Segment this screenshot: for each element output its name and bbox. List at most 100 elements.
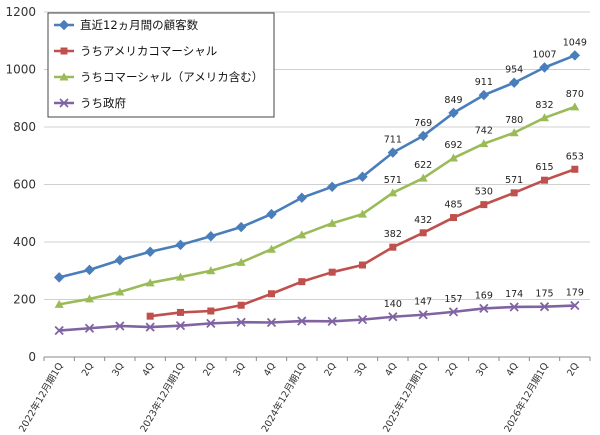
data-point: [115, 287, 125, 296]
data-point: [59, 98, 69, 108]
y-tick-label: 0: [28, 350, 36, 364]
data-point-stroke: [357, 314, 368, 325]
data-point: [418, 173, 428, 182]
data-point: [478, 89, 490, 101]
data-point: [84, 264, 95, 276]
data-point: [54, 325, 64, 336]
data-point: [357, 314, 368, 325]
data-point: [540, 113, 549, 122]
data-point: [266, 208, 277, 220]
data-point: [207, 307, 215, 315]
data-point: [450, 214, 457, 222]
data-point-stroke: [509, 302, 519, 312]
data-label: 571: [384, 175, 402, 186]
y-axis: 0 200 400 600 800 1000 1200: [5, 5, 36, 364]
data-point: [115, 321, 125, 331]
legend-item: うちコマーシャル（アメリカ含む）: [54, 70, 263, 84]
data-point: [509, 302, 519, 312]
data-point: [114, 254, 126, 266]
data-label: 432: [414, 215, 432, 226]
data-point-stroke: [84, 323, 95, 333]
data-point: [206, 266, 216, 275]
data-labels: 711 769 849 911 954 1007 1049 382 432 485 530 571 61…: [384, 37, 587, 309]
data-point: [326, 181, 338, 193]
data-point-stroke: [175, 321, 186, 331]
data-point: [298, 278, 306, 286]
x-tick-label: 3Q: [474, 361, 490, 378]
data-point: [268, 290, 275, 298]
legend-label: 直近12ヵ月間の顧客数: [80, 18, 199, 32]
data-point: [358, 209, 367, 218]
legend-item: うち政府: [54, 96, 126, 110]
data-point: [449, 153, 458, 162]
legend-label: うちコマーシャル（アメリカ含む）: [80, 70, 263, 84]
data-point: [266, 317, 277, 328]
data-point-stroke: [145, 322, 155, 332]
data-label: 692: [444, 140, 462, 151]
data-point: [357, 171, 368, 182]
data-label: 1007: [532, 49, 556, 60]
data-point: [417, 130, 429, 142]
data-point-stroke: [448, 307, 459, 317]
data-point: [297, 316, 307, 326]
data-point: [235, 221, 247, 233]
x-tick-label: 4Q: [140, 361, 156, 378]
data-point: [84, 323, 95, 333]
data-label: 530: [475, 187, 493, 198]
x-tick-label: 4Q: [262, 361, 278, 378]
data-point: [145, 278, 155, 287]
data-point-stroke: [570, 300, 580, 311]
data-point: [359, 261, 366, 269]
data-label: 954: [505, 65, 523, 76]
data-point: [539, 302, 550, 312]
data-point: [327, 218, 337, 227]
data-label: 147: [414, 297, 432, 308]
y-tick-label: 400: [13, 235, 36, 249]
y-tick-label: 1000: [5, 63, 36, 77]
legend-label: うちアメリカコマーシャル: [80, 44, 217, 58]
data-point: [296, 192, 308, 203]
data-point: [480, 201, 488, 209]
data-point: [419, 229, 427, 237]
series-group: [53, 50, 581, 336]
data-label: 615: [535, 162, 553, 173]
data-point: [236, 317, 246, 327]
data-point: [508, 77, 520, 88]
data-point: [267, 244, 276, 253]
series-3: [54, 300, 580, 336]
data-point: [146, 312, 154, 320]
data-point: [418, 310, 428, 320]
data-point-stroke: [266, 317, 277, 328]
data-point: [510, 189, 518, 197]
series-line: [59, 304, 575, 332]
data-point: [144, 246, 156, 257]
data-point-stroke: [479, 303, 489, 314]
data-point-stroke: [418, 310, 428, 320]
y-tick-label: 800: [13, 120, 36, 134]
data-point: [479, 303, 489, 314]
data-point: [327, 316, 337, 326]
data-point: [479, 139, 489, 148]
data-point: [175, 321, 186, 331]
data-label: 911: [475, 77, 493, 88]
data-label: 169: [475, 290, 493, 301]
data-label: 157: [444, 294, 462, 305]
legend-item: 直近12ヵ月間の顧客数: [54, 18, 199, 32]
data-label: 382: [384, 229, 402, 240]
x-tick-label: 3Q: [110, 361, 126, 378]
data-point: [387, 147, 399, 158]
y-tick-label: 200: [13, 293, 36, 307]
data-point: [54, 299, 64, 308]
data-label: 1049: [563, 37, 587, 48]
data-label: 175: [535, 289, 553, 300]
x-tick-label: 2Q: [322, 361, 338, 378]
data-point: [206, 318, 216, 328]
data-point: [175, 239, 186, 251]
data-point: [448, 107, 459, 119]
data-point: [177, 308, 184, 316]
data-point-stroke: [115, 321, 125, 331]
series-2: [54, 102, 580, 308]
